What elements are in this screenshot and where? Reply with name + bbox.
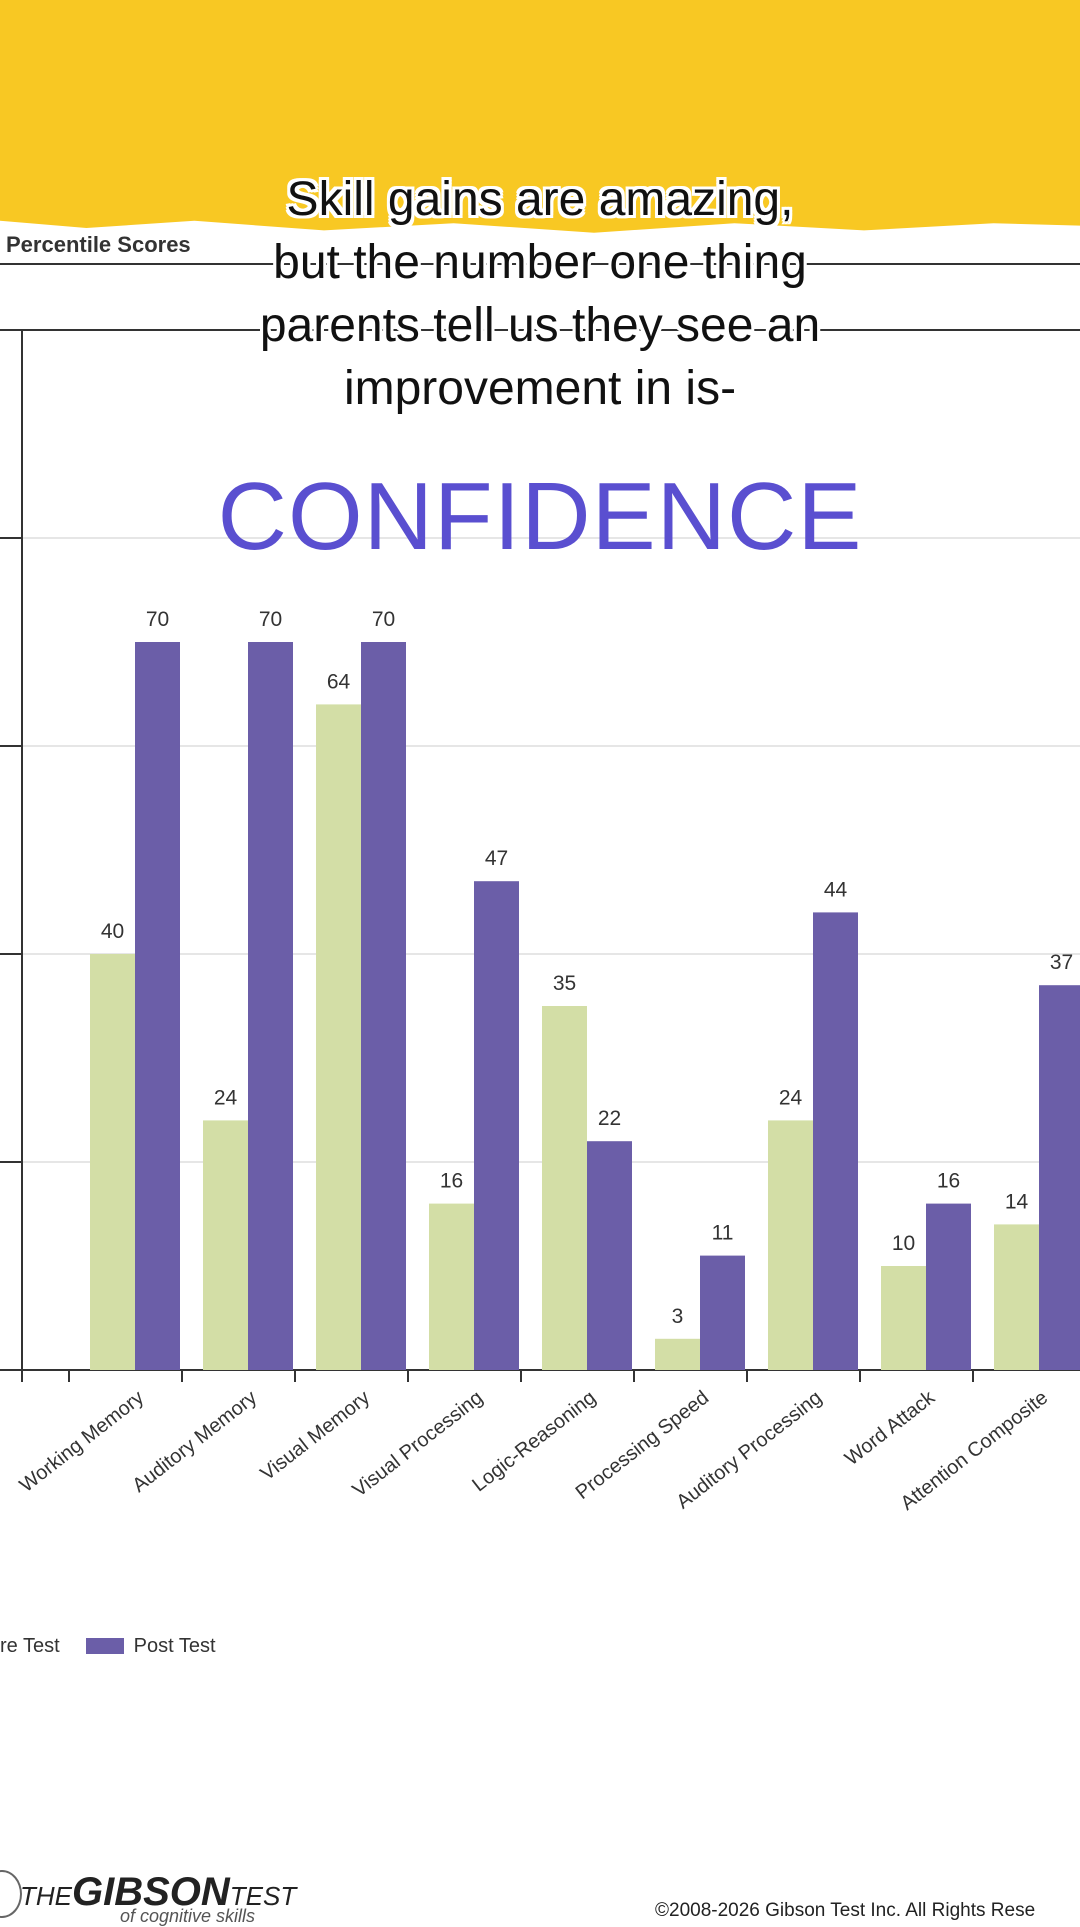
legend-post-swatch	[85, 1638, 124, 1654]
bar-value-label: 22	[598, 1107, 621, 1130]
bar-value-label: 3	[672, 1305, 684, 1328]
bar-value-label: 44	[824, 878, 848, 901]
caption-line: but the number one thing	[273, 236, 807, 289]
chart-title: Percentile Scores	[6, 232, 191, 257]
caption-line: improvement in is-	[343, 362, 737, 415]
bar-value-label: 24	[779, 1086, 803, 1109]
copyright-text: ©2008-2026 Gibson Test Inc. All Rights R…	[655, 1900, 1036, 1921]
logo-wordmark: THEGIBSONTEST	[20, 1870, 297, 1914]
bar-value-label: 47	[485, 847, 508, 870]
confidence-headline: CONFIDENCE	[217, 463, 863, 570]
post-test-bar	[587, 1141, 632, 1370]
seal-icon	[0, 1870, 22, 1918]
post-test-bar	[926, 1203, 971, 1370]
post-test-bar	[474, 881, 519, 1370]
pre-test-bar	[316, 704, 361, 1370]
bar-value-label: 70	[372, 608, 395, 631]
bar-value-label: 70	[259, 608, 282, 631]
caption-line: parents tell us they see an	[259, 299, 821, 352]
pre-test-bar	[881, 1266, 926, 1370]
caption-line: Skill gains are amazing,	[286, 173, 794, 226]
legend-pre-label: re Test	[0, 1634, 60, 1657]
logo-tagline: of cognitive skills	[120, 1906, 256, 1926]
post-test-bar	[700, 1255, 745, 1370]
bar-value-label: 16	[937, 1170, 960, 1193]
bar-value-label: 11	[712, 1222, 734, 1245]
pre-test-bar	[768, 1120, 813, 1370]
yellow-banner	[0, 0, 1080, 233]
pre-test-bar	[90, 954, 135, 1370]
post-test-bar	[248, 642, 293, 1370]
bar-value-label: 16	[440, 1170, 463, 1193]
bar-value-label: 37	[1050, 951, 1073, 974]
post-test-bar	[813, 912, 858, 1370]
bar-value-label: 70	[146, 608, 169, 631]
post-test-bar	[135, 642, 180, 1370]
bar-value-label: 14	[1005, 1190, 1029, 1213]
pre-test-bar	[203, 1120, 248, 1370]
chart-legend: re Test Post Test	[0, 1632, 216, 1660]
pre-test-bar	[994, 1224, 1039, 1370]
bar-value-label: 10	[892, 1232, 915, 1255]
gibson-test-logo: THEGIBSONTEST of cognitive skills	[0, 1868, 330, 1926]
x-tick-label: Auditory Memory	[128, 1387, 261, 1497]
post-test-bar	[1039, 985, 1080, 1370]
bar-value-label: 40	[101, 920, 124, 943]
pre-test-bar	[429, 1203, 474, 1370]
pre-test-bar	[655, 1338, 700, 1370]
bars-layer	[90, 642, 1080, 1370]
legend-post-label: Post Test	[133, 1634, 216, 1657]
bar-value-label: 24	[214, 1086, 238, 1109]
bar-value-label: 35	[553, 972, 576, 995]
bar-value-label: 64	[327, 670, 351, 693]
x-tick-label: Word Attack	[841, 1386, 940, 1470]
pre-test-bar	[542, 1006, 587, 1370]
post-test-bar	[361, 642, 406, 1370]
x-tick-label: Visual Memory	[257, 1387, 374, 1486]
caption-text: Skill gains are amazing, but the number …	[140, 168, 940, 420]
